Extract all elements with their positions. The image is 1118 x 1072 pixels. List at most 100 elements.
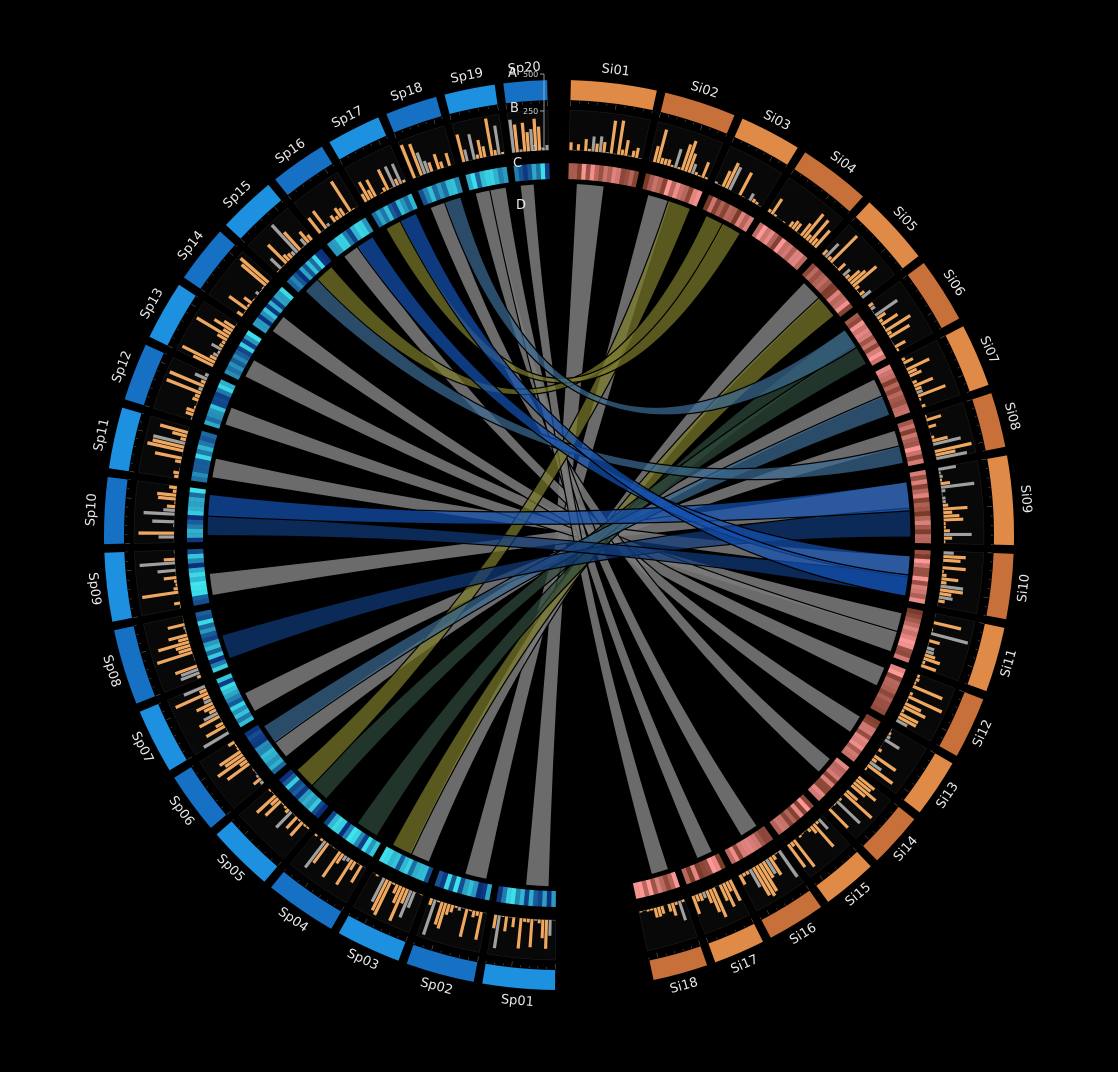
heatmap-cell [236,345,253,358]
histogram-bar [741,195,745,198]
heatmap-cell [718,202,731,219]
heatmap-cell [879,372,896,385]
ideogram-tick [731,137,735,143]
histogram-bar [520,122,527,152]
heatmap-cell [210,658,227,669]
histogram-bar [653,907,659,918]
ideogram-tick [706,937,709,943]
chromosome-label-sp02: Sp02 [419,975,455,998]
histogram-bg-si11 [920,613,976,682]
histogram-bar [528,918,534,948]
histogram-bar [181,344,216,364]
heatmap-cell [659,178,669,195]
ideogram-tick [865,229,868,232]
heatmap-cell [244,724,261,738]
heatmap-cell [475,881,484,899]
heatmap-cell [585,164,591,181]
ideogram-sp06 [174,767,227,828]
heatmap-cell [208,654,226,665]
ideogram-tick [929,750,935,754]
histogram-bar [156,650,193,665]
histogram-bar [942,496,946,500]
histogram-bar [666,159,672,167]
heatmap-cell [262,750,279,764]
heatmap-cell [330,238,345,254]
histogram-bar [406,891,416,909]
heatmap-cell [205,646,223,657]
ideogram-tick [356,917,359,920]
histogram-bar [834,265,838,269]
histogram-bar [512,124,519,153]
histogram-bar [673,148,683,169]
ideogram-tick [168,345,173,349]
histogram-bar [329,180,352,213]
histogram-bar [227,740,236,748]
heatmap-cell [214,391,231,402]
heatmap-cell [749,833,763,849]
ideogram-tick [217,266,220,269]
ideogram-tick [978,441,984,444]
histogram-bar [335,852,345,865]
histogram-bar [785,223,788,226]
histogram-bar [173,524,175,528]
histogram-bar [178,594,180,598]
heatmap-cell [390,201,403,218]
ideogram-tick [820,189,823,192]
histogram-bar [937,602,939,607]
heatmap-cell [289,275,305,290]
ideogram-tick [884,818,887,820]
heatmap-cell [631,170,640,188]
ideogram-sp14 [183,231,235,289]
histogram-bar [493,125,501,155]
chromosome-label-si01: Si01 [601,61,631,79]
heatmap-cell [382,848,395,865]
histogram-bar [275,810,293,829]
histogram-bg-sp12 [153,356,210,421]
histogram-bar [770,198,784,216]
heatmap-cell [444,179,455,197]
histogram-bar [754,201,759,206]
ideogram-tick [940,335,945,339]
histogram-bar [938,599,945,604]
histogram-bar [942,569,944,574]
histogram-bar [259,289,263,293]
ideogram-tick [958,689,964,692]
heatmap-cell [356,833,370,850]
histogram-bar [391,885,403,904]
heatmap-cell [911,483,929,491]
heatmap-cell [196,448,213,457]
ideogram-tick [852,847,857,852]
histogram-bar [357,181,371,201]
heatmap-cell [208,407,225,417]
histogram-bar [264,799,282,817]
histogram-bar [939,591,952,597]
ideogram-tick [902,275,908,279]
heatmap-cell [742,837,755,854]
histogram-bar [930,432,932,436]
heatmap-cell [904,445,922,454]
heatmap-cell [904,616,922,625]
heatmap-cell [726,206,739,224]
histogram-bg-sp05 [238,788,311,860]
heatmap-cell [465,173,474,191]
histogram-bar [180,667,199,678]
histogram-bar [886,330,893,336]
histogram-bar [907,367,918,375]
histogram-bar [748,868,762,888]
histogram-bar [569,142,573,151]
heatmap-cell [851,735,867,748]
histogram-bar [943,505,968,511]
histogram-bar [475,911,480,917]
histogram-bar [532,118,538,151]
histogram-bar [934,441,972,453]
ideogram-tick [150,387,153,389]
histogram-bar [758,205,761,208]
histogram-bar [218,750,242,767]
histogram-bar [541,148,545,151]
histogram-bar [400,888,410,905]
ideogram-tick [873,831,875,833]
histogram-bar [195,316,230,339]
heatmap-cell [742,215,755,233]
heatmap-cell [902,436,919,445]
heatmap-cell [766,232,780,249]
